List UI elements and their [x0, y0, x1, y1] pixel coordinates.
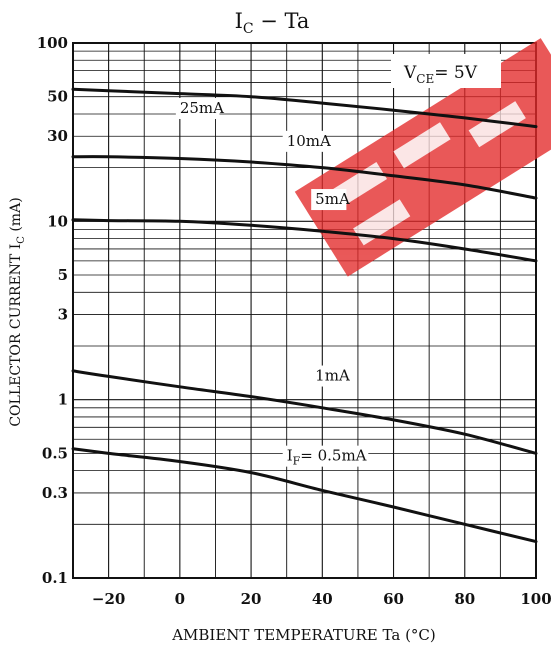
x-tick-label: 40 [312, 590, 333, 608]
y-tick-label: 0.1 [42, 569, 68, 587]
chart-title: IC − Ta [235, 9, 310, 37]
series-label-10mA: 10mA [287, 132, 331, 150]
y-tick-label: 0.5 [42, 444, 68, 462]
y-axis-label: COLLECTOR CURRENT IC (mA) [8, 197, 27, 426]
y-tick-label: 10 [47, 212, 68, 230]
y-tick-label: 1 [58, 391, 68, 409]
series-label-1mA: 1mA [315, 367, 350, 385]
series-label-25mA: 25mA [180, 99, 224, 117]
x-tick-label: 80 [454, 590, 475, 608]
y-tick-labels: 0.1 0.3 0.5 1 3 5 10 30 50 100 [37, 34, 68, 587]
y-tick-label: 0.3 [42, 484, 68, 502]
y-tick-label: 50 [47, 88, 68, 106]
y-tick-label: 100 [37, 34, 68, 52]
y-tick-label: 5 [58, 266, 68, 284]
series-label-5mA: 5mA [315, 190, 350, 208]
x-tick-label: −20 [92, 590, 125, 608]
x-tick-labels: −20 0 20 40 60 80 100 [92, 590, 551, 608]
condition-box: VCE= 5V [391, 54, 501, 88]
x-tick-label: 0 [175, 590, 185, 608]
condition-label: VCE= 5V [403, 63, 478, 86]
y-tick-label: 3 [58, 306, 68, 324]
x-tick-label: 60 [383, 590, 404, 608]
series-line-1mA [73, 371, 536, 454]
series-line-5mA [73, 220, 536, 261]
x-axis-label: AMBIENT TEMPERATURE Ta (°C) [171, 626, 436, 644]
y-tick-label: 30 [47, 127, 68, 145]
x-tick-label: 100 [520, 590, 551, 608]
x-tick-label: 20 [241, 590, 262, 608]
